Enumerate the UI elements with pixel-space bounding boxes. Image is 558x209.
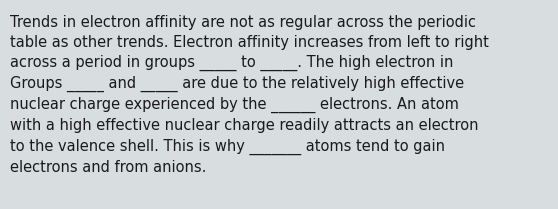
Text: Trends in electron affinity are not as regular across the periodic
table as othe: Trends in electron affinity are not as r… (10, 15, 489, 175)
